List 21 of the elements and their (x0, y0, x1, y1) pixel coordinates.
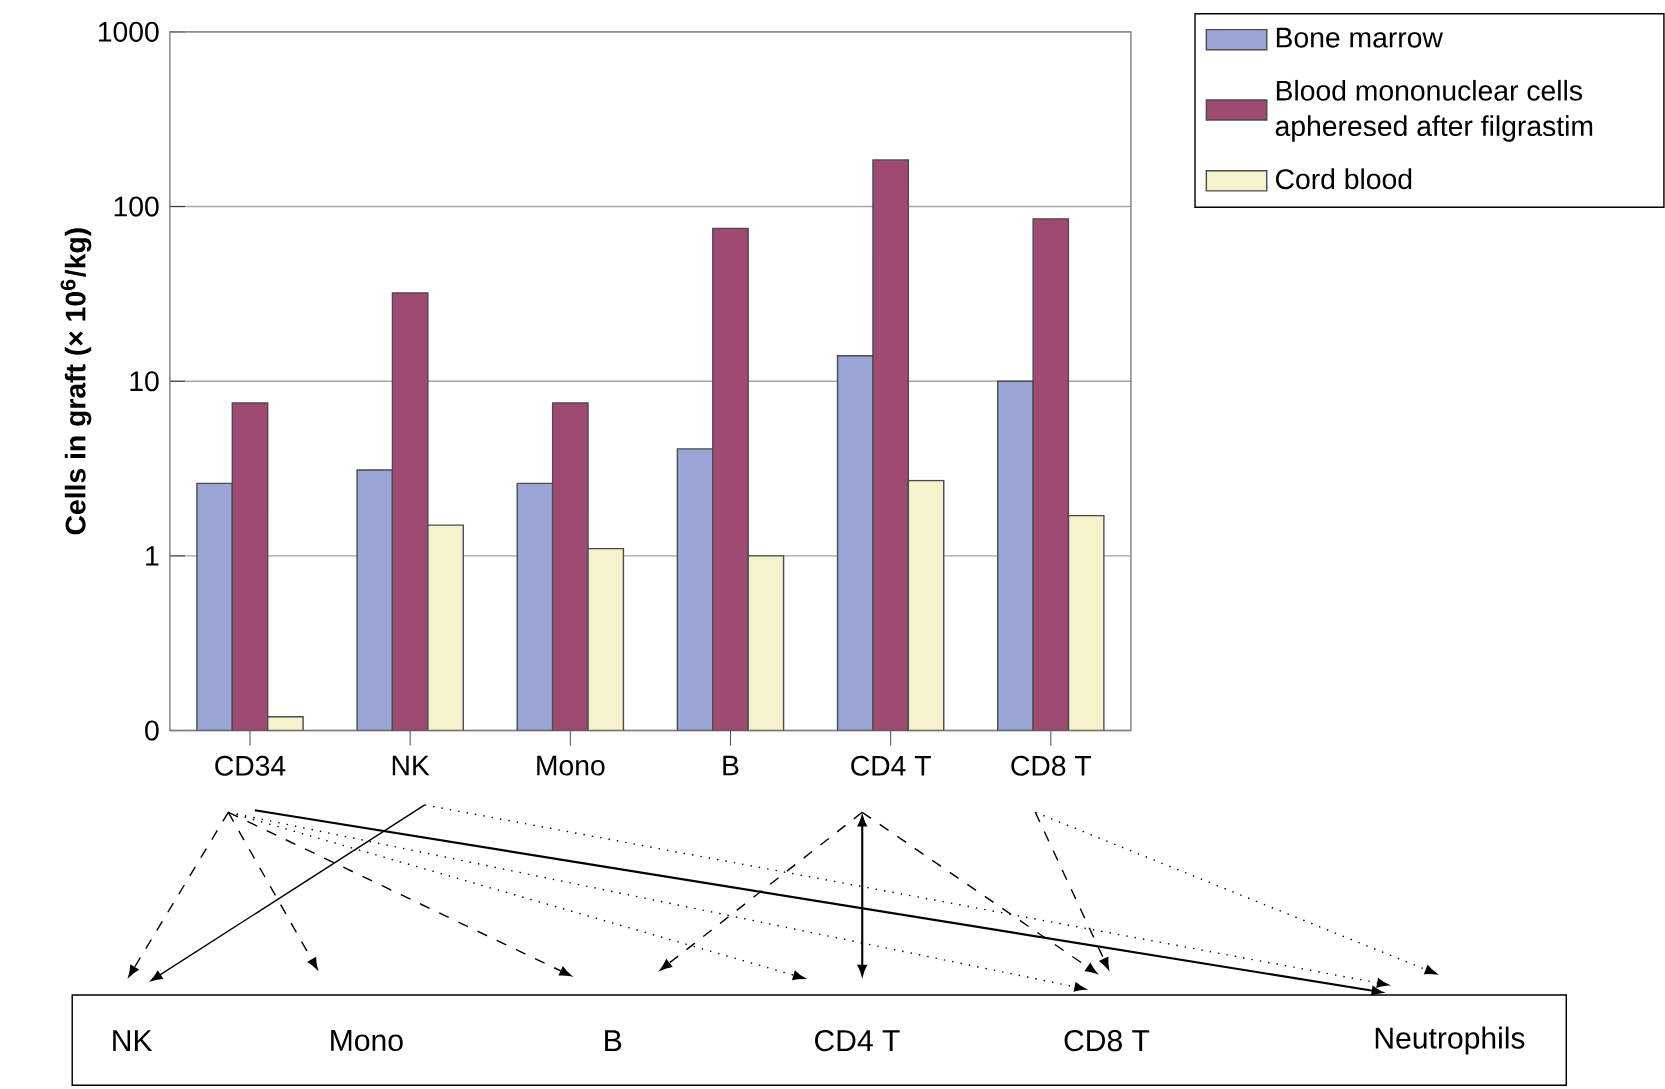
x-tick-label: CD4 T (851, 755, 931, 776)
legend-label: Bone marrow (1276, 27, 1443, 48)
x-tick-label: CD8 T (1011, 755, 1092, 776)
text: CD4 T (815, 1029, 900, 1052)
text: NK (113, 1030, 153, 1051)
y-tick-label: 1000 (98, 21, 159, 42)
y-axis-title: Cells in graft (× 10$^{6}$/kg) (60, 228, 92, 535)
legend-label: Blood mononuclear cells apheresed after filgrastim (1275, 79, 1593, 142)
y-tick-label: 1 (146, 545, 159, 566)
y-tick-label: 0 (145, 720, 159, 741)
text: Neutrophils (1375, 1026, 1525, 1055)
text: B (605, 1030, 622, 1051)
legend-label: Cord blood (1276, 168, 1412, 189)
y-tick-label: 100 (114, 196, 159, 217)
text: Mono (331, 1029, 403, 1051)
x-tick-label: NK (392, 755, 430, 776)
x-tick-label: CD34 (215, 755, 286, 776)
y-tick-label: 10 (130, 370, 159, 391)
text: CD8 T (1064, 1029, 1150, 1052)
x-tick-label: Mono (537, 755, 605, 776)
x-tick-label: B (723, 755, 739, 776)
